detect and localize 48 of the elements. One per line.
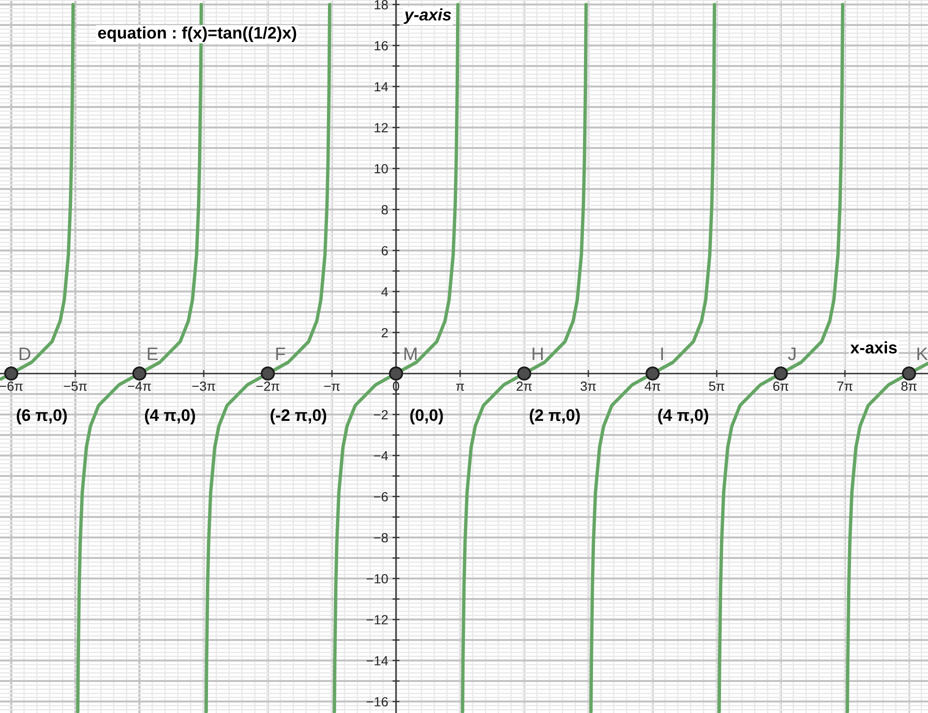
annotation: J <box>788 348 796 360</box>
y-tick-label: −4 <box>374 451 388 460</box>
annotation: (0,0) <box>410 408 443 424</box>
x-tick-label: 5π <box>709 382 724 391</box>
x-tick-label: −π <box>324 384 340 391</box>
x-tick-label: −5π <box>64 382 87 391</box>
y-tick-label: 18 <box>374 0 388 10</box>
y-tick-label: 8 <box>382 205 388 214</box>
x-tick-label: −4π <box>128 382 151 391</box>
y-tick-label: 12 <box>374 123 388 132</box>
y-tick-label: −16 <box>366 697 388 706</box>
y-tick-label: −8 <box>374 533 388 542</box>
annotation: (2 π,0) <box>530 408 580 424</box>
annotation: K <box>917 348 928 360</box>
x-tick-label: 4π <box>644 382 660 391</box>
y-tick-label: −2 <box>374 410 388 420</box>
y-tick-label: 10 <box>374 164 388 174</box>
x-tick-label: 6π <box>773 382 788 391</box>
y-tick-label: 2 <box>382 328 388 338</box>
annotation: F <box>276 348 286 360</box>
y-tick-label: −10 <box>366 574 388 584</box>
annotation: (4 π,0) <box>144 408 195 424</box>
x-tick-label: −2π <box>256 382 280 391</box>
annotation: (4 π,0) <box>658 408 708 424</box>
annotation: E <box>148 348 158 360</box>
annotation: D <box>20 348 30 360</box>
y-tick-label: 14 <box>374 82 388 92</box>
x-tick-label: 3π <box>580 382 596 391</box>
y-tick-label: −12 <box>366 615 388 624</box>
y-axis-title: y-axis <box>404 8 452 24</box>
x-tick-label: 7π <box>837 382 853 391</box>
x-tick-label: 2π <box>516 382 532 391</box>
x-tick-label: 8π <box>901 382 917 391</box>
annotation: (6 π,0) <box>16 408 67 424</box>
annotation: M <box>404 348 417 360</box>
annotation: H <box>532 348 543 360</box>
x-tick-label: −6π <box>0 382 23 391</box>
y-tick-label: −6 <box>374 492 388 502</box>
y-tick-label: 16 <box>374 41 388 50</box>
annotation: I <box>661 348 663 360</box>
x-tick-label: −3π <box>192 382 216 391</box>
y-tick-label: 4 <box>381 287 388 296</box>
text: equation : f(x)=tan((1/2)x) <box>98 26 296 42</box>
annotation: (-2 π,0) <box>270 408 326 424</box>
y-tick-label: −14 <box>366 656 388 666</box>
x-tick-label: π <box>456 384 464 391</box>
y-tick-label: 6 <box>382 246 388 256</box>
x-axis-title: x-axis <box>850 341 897 354</box>
